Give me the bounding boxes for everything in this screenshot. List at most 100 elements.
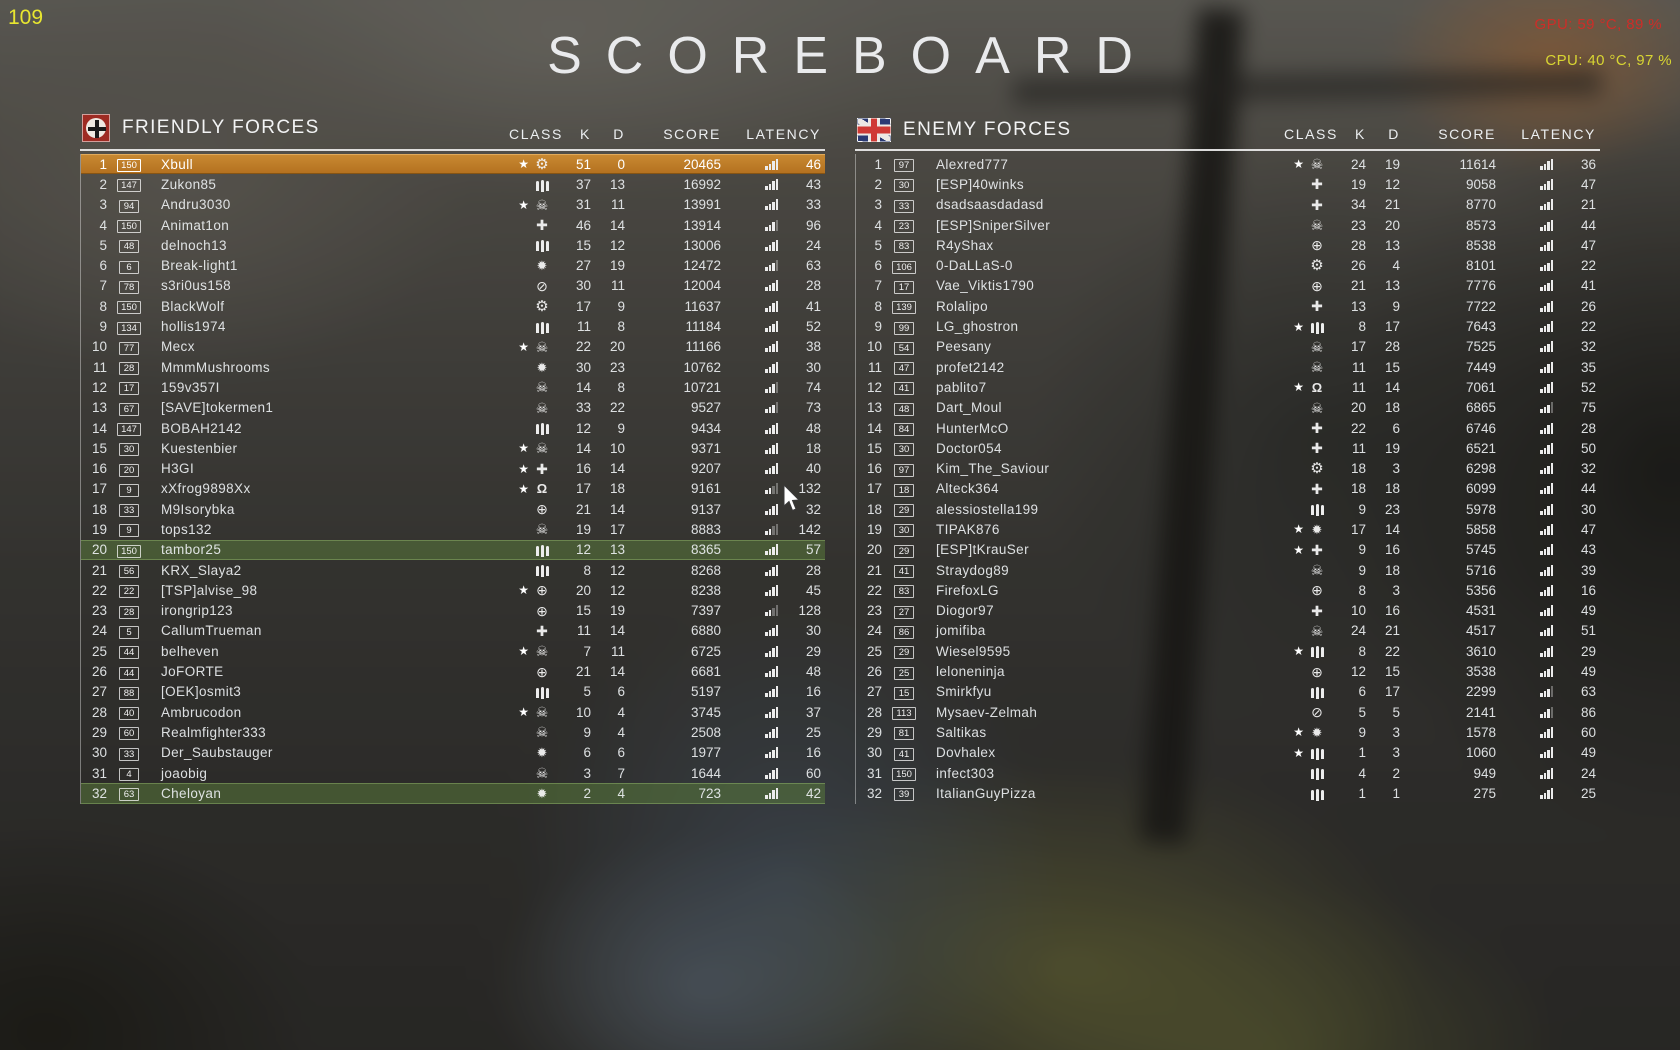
player-row[interactable]: 20 29 [ESP]tKrauSer ★ ✚ 9 16 5745 43 <box>856 540 1600 560</box>
latency-bars-icon <box>1540 523 1553 535</box>
player-row[interactable]: 28 40 Ambrucodon ★ ☠ 10 4 3745 37 <box>81 702 825 722</box>
deaths: 23 <box>1384 501 1400 517</box>
player-row[interactable]: 23 28 irongrip123 ⊕ 15 19 7397 128 <box>81 601 825 621</box>
player-row[interactable]: 17 9 xXfrog9898Xx ★ Ω 17 18 9161 132 <box>81 479 825 499</box>
player-row[interactable]: 22 83 FirefoxLG ⊕ 8 3 5356 16 <box>856 580 1600 600</box>
player-row[interactable]: 4 23 [ESP]SniperSilver ☠ 23 20 8573 44 <box>856 215 1600 235</box>
player-row[interactable]: 22 22 [TSP]alvise_98 ★ ⊕ 20 12 8238 45 <box>81 580 825 600</box>
player-row[interactable]: 4 150 Animat1on ✚ 46 14 13914 96 <box>81 215 825 235</box>
player-row[interactable]: 12 41 pablito7 ★ Ω 11 14 7061 52 <box>856 377 1600 397</box>
latency-bars-icon <box>765 787 778 799</box>
player-row[interactable]: 32 39 ItalianGuyPizza 1 1 275 25 <box>856 783 1600 803</box>
player-row[interactable]: 1 97 Alexred777 ★ ☠ 24 19 11614 36 <box>856 154 1600 174</box>
player-row[interactable]: 21 41 Straydog89 ☠ 9 18 5716 39 <box>856 560 1600 580</box>
player-row[interactable]: 10 77 Mecx ★ ☠ 22 20 11166 38 <box>81 337 825 357</box>
player-row[interactable]: 11 28 MmmMushrooms ✹ 30 23 10762 30 <box>81 357 825 377</box>
player-row[interactable]: 24 86 jomifiba ☠ 24 21 4517 51 <box>856 621 1600 641</box>
player-row[interactable]: 17 18 Alteck364 ✚ 18 18 6099 44 <box>856 479 1600 499</box>
player-row[interactable]: 27 15 Smirkfyu 6 17 2299 63 <box>856 682 1600 702</box>
player-row[interactable]: 7 78 s3ri0us158 ⊘ 30 11 12004 28 <box>81 276 825 296</box>
player-row[interactable]: 30 33 Der_Saubstauger ✹ 6 6 1977 16 <box>81 743 825 763</box>
class-icon-assault: ✹ <box>536 359 548 375</box>
player-row[interactable]: 7 17 Vae_Viktis1790 ⊕ 21 13 7776 41 <box>856 276 1600 296</box>
player-row[interactable]: 5 48 delnoch13 15 12 13006 24 <box>81 235 825 255</box>
player-row[interactable]: 3 33 dsadsaasdadasd ✚ 34 21 8770 21 <box>856 195 1600 215</box>
player-row[interactable]: 30 41 Dovhalex ★ 1 3 1060 49 <box>856 743 1600 763</box>
player-row[interactable]: 25 44 belheven ★ ☠ 7 11 6725 29 <box>81 641 825 661</box>
player-row[interactable]: 19 30 TIPAK876 ★ ✹ 17 14 5858 47 <box>856 519 1600 539</box>
player-row[interactable]: 25 29 Wiesel9595 ★ 8 22 3610 29 <box>856 641 1600 661</box>
kills: 10 <box>1350 603 1366 619</box>
player-row[interactable]: 31 4 joaobig ☠ 3 7 1644 60 <box>81 763 825 783</box>
player-row[interactable]: 18 29 alessiostella199 9 23 5978 30 <box>856 499 1600 519</box>
player-row[interactable]: 28 113 Mysaev-Zelmah ⊘ 5 5 2141 86 <box>856 702 1600 722</box>
player-row[interactable]: 10 54 Peesany ☠ 17 28 7525 32 <box>856 337 1600 357</box>
player-row[interactable]: 13 48 Dart_Moul ☠ 20 18 6865 75 <box>856 398 1600 418</box>
score: 13006 <box>683 237 721 253</box>
player-row[interactable]: 19 9 tops132 ☠ 19 17 8883 142 <box>81 519 825 539</box>
player-row[interactable]: 32 63 Cheloyan ✹ 2 4 723 42 <box>81 783 825 804</box>
player-row[interactable]: 13 67 [SAVE]tokermen1 ☠ 33 22 9527 73 <box>81 398 825 418</box>
player-row[interactable]: 5 83 R4yShax ⊕ 28 13 8538 47 <box>856 235 1600 255</box>
class-icon-support <box>529 685 555 700</box>
class-icon-scout: ☠ <box>1310 338 1324 355</box>
kills: 28 <box>1350 237 1366 253</box>
player-row[interactable]: 18 33 M9Isorybka ⊕ 21 14 9137 32 <box>81 499 825 519</box>
player-row[interactable]: 11 47 profet2142 ☠ 11 15 7449 35 <box>856 357 1600 377</box>
player-row[interactable]: 12 17 159v357I ☠ 14 8 10721 74 <box>81 377 825 397</box>
player-row[interactable]: 27 88 [OEK]osmit3 5 6 5197 16 <box>81 682 825 702</box>
level-badge: 33 <box>894 199 914 213</box>
player-row[interactable]: 29 81 Saltikas ★ ✹ 9 3 1578 60 <box>856 722 1600 742</box>
player-row[interactable]: 9 99 LG_ghostron ★ 8 17 7643 22 <box>856 316 1600 336</box>
player-row[interactable]: 2 147 Zukon85 37 13 16992 43 <box>81 174 825 194</box>
level-badge: 67 <box>119 402 139 416</box>
kills: 21 <box>575 664 591 680</box>
player-row[interactable]: 8 150 BlackWolf ⚙ 17 9 11637 41 <box>81 296 825 316</box>
latency-bars-icon <box>765 361 778 373</box>
latency-bars-icon <box>1540 584 1553 596</box>
latency: 60 <box>805 765 821 781</box>
latency: 30 <box>1580 501 1596 517</box>
player-name: Diogor97 <box>936 603 994 619</box>
player-row[interactable]: 24 5 CallumTrueman ✚ 11 14 6880 30 <box>81 621 825 641</box>
player-row[interactable]: 14 84 HunterMcO ✚ 22 6 6746 28 <box>856 418 1600 438</box>
player-row[interactable]: 6 6 Break-light1 ✹ 27 19 12472 63 <box>81 255 825 275</box>
rank: 20 <box>866 542 882 558</box>
class-icon-medic: ✚ <box>1311 196 1323 213</box>
player-row[interactable]: 26 25 leloneninja ⊕ 12 15 3538 49 <box>856 661 1600 681</box>
class-icon-support <box>1304 786 1330 801</box>
latency-bars-icon <box>765 260 778 272</box>
player-name: Saltikas <box>936 724 987 740</box>
rank: 6 <box>99 258 107 274</box>
kills: 20 <box>1350 400 1366 416</box>
player-row[interactable]: 23 27 Diogor97 ✚ 10 16 4531 49 <box>856 601 1600 621</box>
deaths: 0 <box>617 156 625 172</box>
player-row[interactable]: 29 60 Realmfighter333 ☠ 9 4 2508 25 <box>81 722 825 742</box>
player-row[interactable]: 20 150 tambor25 12 13 8365 57 <box>81 539 825 560</box>
player-row[interactable]: 26 44 JoFORTE ⊕ 21 14 6681 48 <box>81 661 825 681</box>
level-badge: 147 <box>117 179 141 193</box>
score: 9207 <box>690 461 721 477</box>
player-name: [ESP]40winks <box>936 176 1025 192</box>
player-row[interactable]: 6 106 0-DaLLaS-0 ⚙ 26 4 8101 22 <box>856 255 1600 275</box>
class-icon-support <box>529 543 555 557</box>
player-row[interactable]: 21 56 KRX_Slaya2 8 12 8268 28 <box>81 560 825 580</box>
squad-star-icon: ★ <box>1293 157 1304 172</box>
player-row[interactable]: 16 20 H3GI ★ ✚ 16 14 9207 40 <box>81 458 825 478</box>
squad-star-icon: ★ <box>1293 522 1304 537</box>
player-row[interactable]: 8 139 Rolalipo ✚ 13 9 7722 26 <box>856 296 1600 316</box>
deaths: 19 <box>609 258 625 274</box>
kills: 13 <box>1350 298 1366 314</box>
player-row[interactable]: 2 30 [ESP]40winks ✚ 19 12 9058 47 <box>856 174 1600 194</box>
player-row[interactable]: 3 94 Andru3030 ★ ☠ 31 11 13991 33 <box>81 195 825 215</box>
latency: 33 <box>805 197 821 213</box>
player-row[interactable]: 9 134 hollis1974 11 8 11184 52 <box>81 316 825 336</box>
player-row[interactable]: 15 30 Kuestenbier ★ ☠ 14 10 9371 18 <box>81 438 825 458</box>
player-row[interactable]: 16 97 Kim_The_Saviour ⚙ 18 3 6298 32 <box>856 458 1600 478</box>
player-row[interactable]: 14 147 BOBAH2142 12 9 9434 48 <box>81 418 825 438</box>
player-row[interactable]: 1 150 Xbull ★ ⚙ 51 0 20465 46 <box>81 154 825 175</box>
class-icon-pilot: ⊕ <box>536 582 548 599</box>
player-row[interactable]: 15 30 Doctor054 ✚ 11 19 6521 50 <box>856 438 1600 458</box>
player-row[interactable]: 31 150 infect303 4 2 949 24 <box>856 763 1600 783</box>
kills: 9 <box>583 724 591 740</box>
